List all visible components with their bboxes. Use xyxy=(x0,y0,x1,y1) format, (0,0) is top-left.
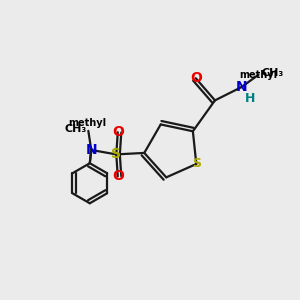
Text: methyl: methyl xyxy=(239,70,278,80)
Text: N: N xyxy=(85,143,97,157)
Text: S: S xyxy=(111,147,121,161)
Text: O: O xyxy=(112,125,124,139)
Text: methyl: methyl xyxy=(68,118,106,128)
Text: H: H xyxy=(244,92,255,105)
Text: CH₃: CH₃ xyxy=(64,124,87,134)
Text: O: O xyxy=(190,71,202,85)
Text: O: O xyxy=(112,169,124,184)
Text: S: S xyxy=(192,158,201,170)
Text: CH₃: CH₃ xyxy=(262,68,284,78)
Text: N: N xyxy=(236,80,247,94)
